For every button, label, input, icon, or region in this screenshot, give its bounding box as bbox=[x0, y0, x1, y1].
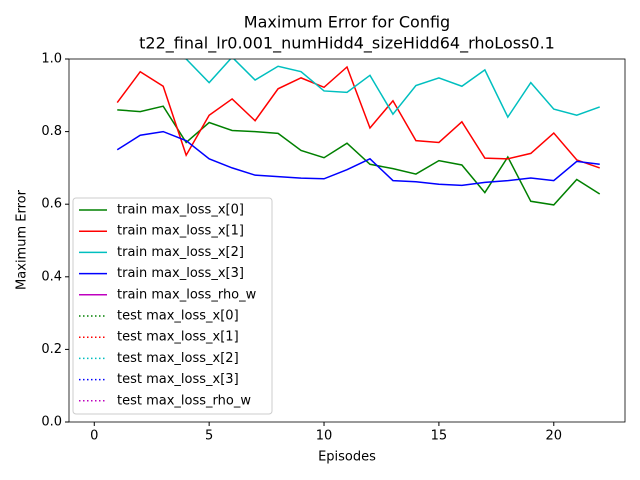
axes-frame bbox=[68, 58, 626, 423]
x-axis-label: Episodes bbox=[318, 450, 376, 465]
legend-label: test max_loss_rho_w bbox=[117, 393, 251, 408]
legend-label: train max_loss_rho_w bbox=[117, 287, 257, 302]
x-tick-label: 20 bbox=[546, 429, 563, 444]
x-tick-label: 10 bbox=[316, 429, 333, 444]
series-line bbox=[116, 65, 600, 169]
x-tick-label: 0 bbox=[90, 429, 98, 444]
y-tick-label: 0.2 bbox=[41, 342, 62, 357]
y-axis-label: Maximum Error bbox=[15, 189, 30, 290]
y-tick-label: 1.0 bbox=[41, 52, 62, 67]
legend-label: test max_loss_x[0] bbox=[117, 309, 239, 324]
legend-label: test max_loss_x[3] bbox=[117, 372, 239, 387]
y-tick-label: 0.0 bbox=[41, 415, 62, 430]
legend-label: test max_loss_x[2] bbox=[117, 351, 239, 366]
y-tick-label: 0.4 bbox=[41, 269, 62, 284]
chart-subtitle: t22_final_lr0.001_numHidd4_sizeHidd64_rh… bbox=[139, 34, 555, 54]
legend-label: train max_loss_x[2] bbox=[117, 245, 244, 260]
series-line bbox=[116, 130, 600, 187]
chart-title: Maximum Error for Config bbox=[244, 13, 450, 32]
legend-label: train max_loss_x[1] bbox=[117, 224, 244, 239]
legend-label: train max_loss_x[0] bbox=[117, 203, 244, 218]
x-tick-label: 15 bbox=[431, 429, 448, 444]
series-line bbox=[183, 59, 600, 119]
legend-label: test max_loss_x[1] bbox=[117, 330, 239, 345]
y-tick-label: 0.8 bbox=[41, 124, 62, 139]
legend-box bbox=[72, 197, 273, 415]
plot-area bbox=[116, 59, 601, 206]
legend-label: train max_loss_x[3] bbox=[117, 266, 244, 281]
y-tick-label: 0.6 bbox=[41, 197, 62, 212]
x-tick-label: 5 bbox=[205, 429, 213, 444]
